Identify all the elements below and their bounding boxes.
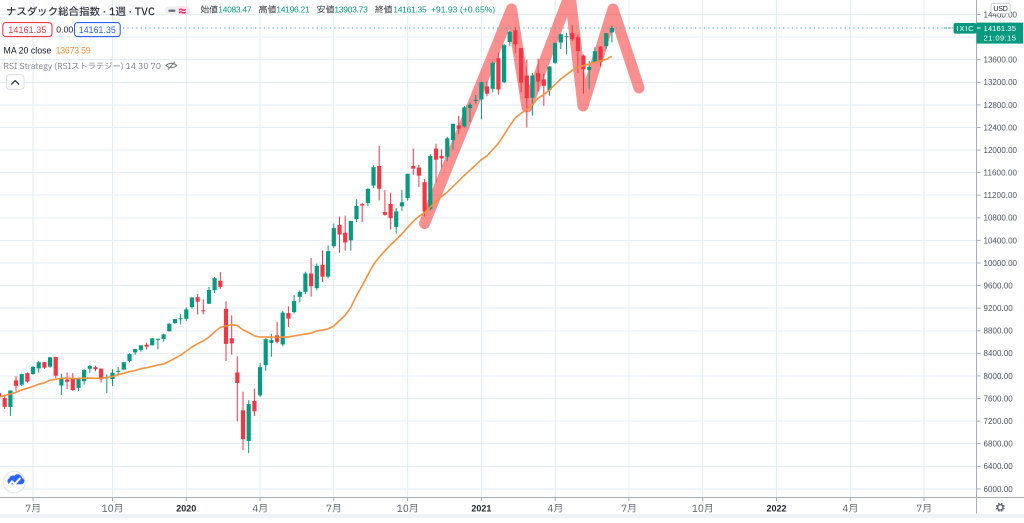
svg-text:2021: 2021: [471, 504, 491, 514]
svg-text:10800.00: 10800.00: [984, 214, 1018, 223]
svg-text:USD: USD: [993, 6, 1008, 13]
svg-text:MA 20 close: MA 20 close: [4, 46, 52, 56]
svg-text:11600.00: 11600.00: [984, 169, 1018, 178]
svg-text:2022: 2022: [766, 504, 786, 514]
svg-text:14161.35: 14161.35: [984, 24, 1017, 33]
svg-text:14400.00: 14400.00: [984, 10, 1018, 19]
svg-text:8000.00: 8000.00: [984, 372, 1014, 381]
svg-text:14161.35: 14161.35: [393, 4, 427, 14]
svg-text:14196.21: 14196.21: [276, 4, 310, 14]
svg-text:14083.47: 14083.47: [218, 4, 252, 14]
svg-text:21:09:15: 21:09:15: [984, 34, 1017, 43]
svg-text:13600.00: 13600.00: [984, 56, 1018, 65]
svg-text:11200.00: 11200.00: [984, 191, 1018, 200]
svg-text:9600.00: 9600.00: [984, 282, 1014, 291]
svg-text:(+0.65%): (+0.65%): [460, 4, 495, 14]
svg-text:8400.00: 8400.00: [984, 349, 1014, 358]
svg-text:6800.00: 6800.00: [984, 440, 1014, 449]
svg-text:13903.73: 13903.73: [334, 4, 368, 14]
svg-text:10400.00: 10400.00: [984, 236, 1018, 245]
svg-text:12800.00: 12800.00: [984, 101, 1018, 110]
svg-text:14161.35: 14161.35: [79, 25, 116, 35]
svg-text:0.00: 0.00: [56, 25, 73, 35]
svg-text:6400.00: 6400.00: [984, 462, 1014, 471]
svg-text:12400.00: 12400.00: [984, 123, 1018, 132]
svg-text:13673.59: 13673.59: [56, 46, 91, 56]
svg-text:+91.93: +91.93: [431, 4, 458, 14]
svg-text:13200.00: 13200.00: [984, 78, 1018, 87]
svg-text:8800.00: 8800.00: [984, 327, 1014, 336]
svg-text:7200.00: 7200.00: [984, 417, 1014, 426]
svg-text:14161.35: 14161.35: [8, 25, 46, 35]
svg-text:2020: 2020: [176, 504, 196, 514]
svg-text:10000.00: 10000.00: [984, 259, 1018, 268]
svg-text:7600.00: 7600.00: [984, 394, 1014, 403]
svg-text:6000.00: 6000.00: [984, 485, 1014, 494]
svg-text:9200.00: 9200.00: [984, 304, 1014, 313]
svg-text:12000.00: 12000.00: [984, 146, 1018, 155]
svg-text:IXIC: IXIC: [957, 24, 975, 33]
